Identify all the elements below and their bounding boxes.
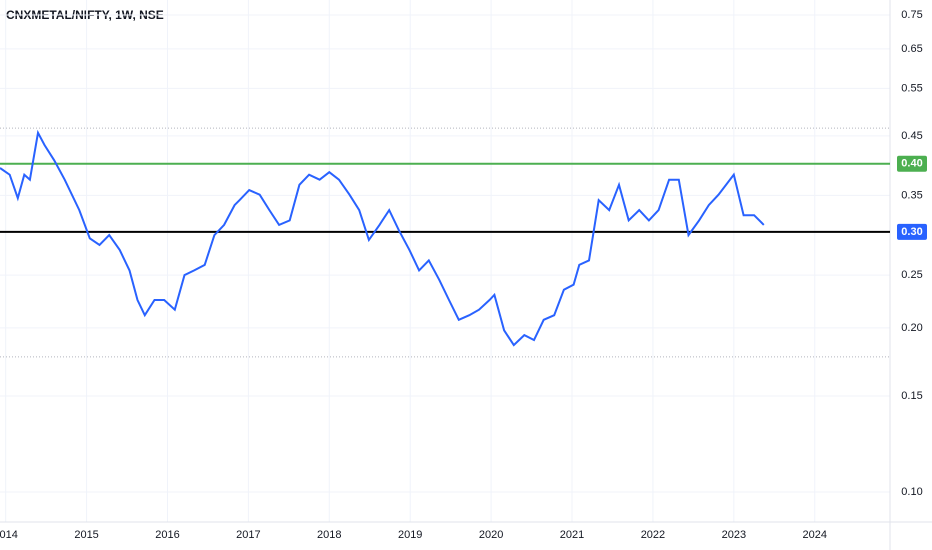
y-tick-label: 0.55: [901, 82, 922, 94]
x-tick-label: 2018: [317, 529, 341, 541]
x-tick-label: 2015: [74, 529, 98, 541]
y-tick-label: 0.45: [901, 130, 922, 142]
price-line: [0, 129, 765, 347]
y-tick-label: 0.65: [901, 43, 922, 55]
price-label-box: [897, 155, 927, 172]
x-tick-label: 2022: [641, 529, 665, 541]
x-tick-label: 2017: [236, 529, 260, 541]
grid: [0, 0, 890, 522]
x-tick-label: 2016: [155, 529, 179, 541]
y-tick-label: 0.35: [901, 189, 922, 201]
x-tick-label: 2023: [722, 529, 746, 541]
y-tick-label: 0.25: [901, 269, 922, 281]
price-label: 0.30: [901, 226, 922, 238]
y-tick-label: 0.10: [901, 486, 922, 498]
y-tick-label: 0.15: [901, 390, 922, 402]
price-label: 0.40: [901, 158, 922, 170]
x-tick-label: 2021: [560, 529, 584, 541]
x-tick-label: 2019: [398, 529, 422, 541]
x-tick-label: 2024: [803, 529, 827, 541]
x-tick-label: 2020: [479, 529, 503, 541]
y-tick-label: 0.75: [901, 9, 922, 21]
y-tick-label: 0.20: [901, 322, 922, 334]
x-tick-label: 2014: [0, 529, 18, 541]
price-label-box: [897, 223, 927, 240]
